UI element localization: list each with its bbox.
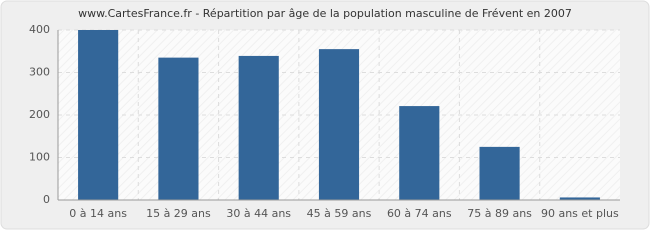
x-tick-label: 15 à 29 ans [146, 207, 211, 220]
x-tick-label: 45 à 59 ans [307, 207, 372, 220]
y-tick-label: 100 [29, 151, 50, 164]
y-tick-label: 200 [29, 108, 50, 121]
y-tick-label: 0 [43, 193, 50, 206]
bar [479, 146, 520, 200]
bar [399, 106, 440, 200]
x-tick-label: 75 à 89 ans [467, 207, 532, 220]
x-tick-label: 90 ans et plus [541, 207, 619, 220]
bar [78, 30, 119, 200]
x-tick-label: 0 à 14 ans [69, 207, 127, 220]
bar [158, 57, 199, 200]
x-tick-label: 30 à 44 ans [226, 207, 291, 220]
bar [238, 55, 279, 200]
y-tick-label: 300 [29, 66, 50, 79]
bar [318, 49, 360, 200]
chart-title: www.CartesFrance.fr - Répartition par âg… [78, 7, 572, 20]
bar [559, 197, 600, 200]
x-tick-label: 60 à 74 ans [387, 207, 452, 220]
chart: www.CartesFrance.fr - Répartition par âg… [0, 0, 650, 230]
y-tick-label: 400 [29, 23, 50, 36]
